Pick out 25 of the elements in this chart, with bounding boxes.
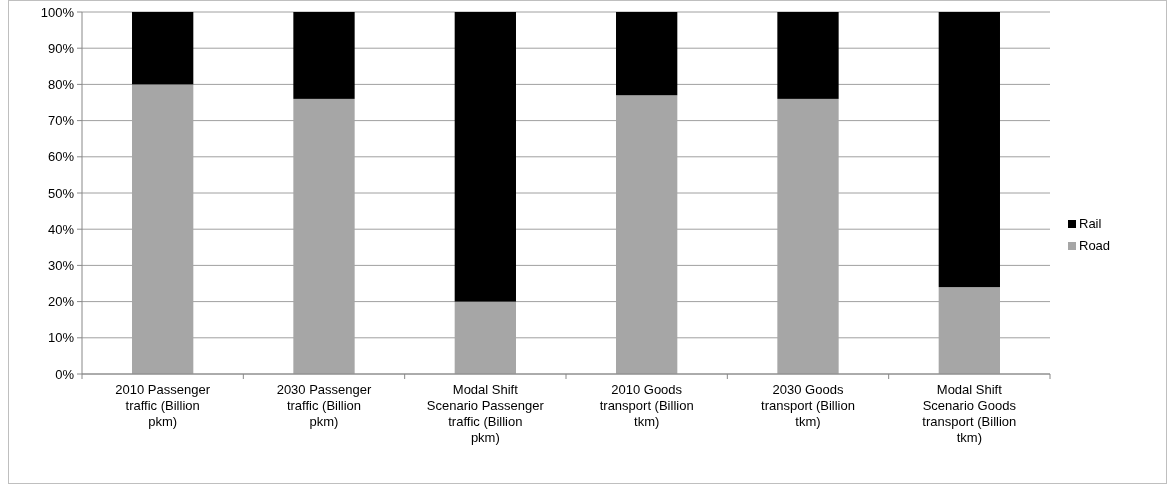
bar [293, 12, 355, 99]
bar [454, 12, 516, 302]
bar [777, 12, 839, 99]
legend-label: Rail [1079, 216, 1102, 231]
y-tick-label: 50% [47, 185, 75, 201]
y-tick-label: 100% [40, 4, 75, 20]
bar [938, 12, 1000, 288]
y-tick-label: 70% [47, 113, 75, 129]
x-tick-label: Modal Shift Scenario Goods transport (Billion tkm) [922, 382, 1017, 445]
x-tick-label: 2030 Passenger traffic (Billion pkm) [276, 382, 373, 429]
legend-label: Road [1079, 238, 1111, 253]
y-tick-label: 20% [47, 294, 75, 310]
x-tick-label: 2030 Goods transport (Billion tkm) [761, 382, 855, 429]
y-tick-label: 80% [47, 76, 75, 92]
x-tick-label: Modal Shift Scenario Passenger traffic (Billion pkm) [426, 382, 545, 445]
bar [616, 12, 678, 96]
bar [132, 12, 194, 85]
x-tick-label: 2010 Passenger traffic (Billion pkm) [115, 382, 211, 429]
y-tick-label: 0% [55, 366, 75, 382]
y-tick-label: 40% [47, 221, 75, 237]
y-tick-label: 30% [47, 257, 75, 273]
y-tick-label: 60% [47, 149, 75, 165]
y-tick-label: 90% [47, 40, 75, 56]
y-tick-label: 10% [47, 330, 75, 346]
x-tick-label: 2010 Goods transport (Billion tkm) [599, 382, 694, 429]
